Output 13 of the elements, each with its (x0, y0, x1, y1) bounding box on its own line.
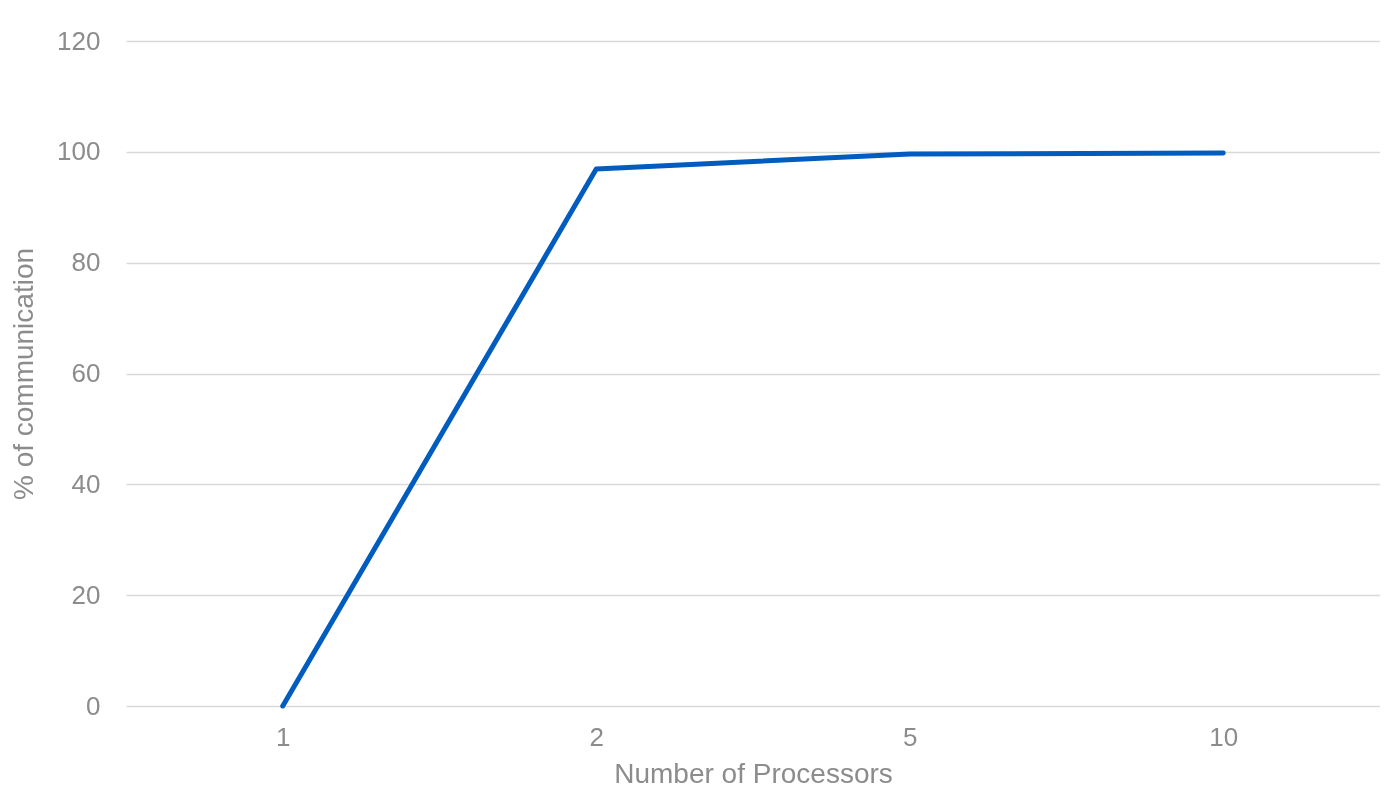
y-axis-title: % of communication (8, 247, 40, 501)
x-tick-label: 1 (276, 721, 291, 752)
y-tick-label: 40 (71, 468, 101, 499)
y-tick-label: 120 (57, 25, 101, 56)
y-tick-label: 100 (57, 136, 101, 167)
x-tick-label: 5 (903, 721, 918, 752)
y-tick-label: 0 (86, 690, 101, 721)
x-tick-label: 2 (589, 721, 604, 752)
y-tick-label: 80 (71, 247, 101, 278)
y-tick-label: 60 (71, 358, 101, 388)
x-axis-title: Number of Processors (614, 757, 893, 789)
y-tick-label: 20 (71, 579, 101, 610)
x-tick-label: 10 (1209, 721, 1239, 752)
